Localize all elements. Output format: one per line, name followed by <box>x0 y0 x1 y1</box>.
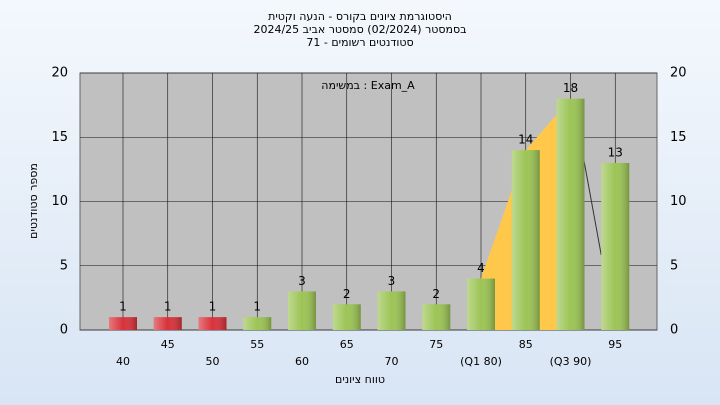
y2-tick-label: 10 <box>670 194 687 209</box>
x-tick-label: 40 <box>116 355 130 368</box>
value-label: 3 <box>388 274 396 288</box>
bar-shade <box>198 317 227 330</box>
value-label: 1 <box>164 300 172 314</box>
value-label: 4 <box>477 261 485 275</box>
bar-shade <box>332 304 361 330</box>
value-label: 1 <box>253 300 261 314</box>
x-axis-label: טווח ציונים <box>335 373 385 386</box>
value-label: 1 <box>209 300 217 314</box>
y-axis-label: מספר סטודנטים <box>27 163 40 239</box>
x-tick-label: 95 <box>608 338 622 351</box>
y-tick-label: 5 <box>60 258 68 273</box>
value-label: 14 <box>518 133 533 147</box>
bar-shade <box>153 317 182 330</box>
title-line: בסמסטר (02/2024) סמסטר אביב 2024/25 <box>253 23 466 36</box>
x-tick-label: 55 <box>250 338 264 351</box>
bar-shade <box>467 278 495 330</box>
value-label: 3 <box>298 274 306 288</box>
x-tick-label: (Q3 90) <box>550 355 592 368</box>
bar-shade <box>556 98 585 330</box>
x-tick-label: 65 <box>340 338 354 351</box>
x-tick-label: 60 <box>295 355 309 368</box>
bar-shade <box>109 317 137 330</box>
x-tick-label: 45 <box>161 338 175 351</box>
bar-shade <box>511 150 540 330</box>
value-label: 13 <box>608 145 623 159</box>
bar-shade <box>243 317 272 330</box>
value-label: 1 <box>119 300 127 314</box>
x-tick-label: 70 <box>385 355 399 368</box>
y-tick-label: 0 <box>60 323 68 338</box>
annotation: במשימה : Exam_A <box>321 79 415 92</box>
y-tick-label: 20 <box>51 66 68 81</box>
bar-shade <box>288 291 316 330</box>
y2-tick-label: 15 <box>670 130 687 145</box>
y2-tick-label: 0 <box>670 323 678 338</box>
x-tick-label: (Q1 80) <box>460 355 502 368</box>
y-tick-label: 10 <box>51 194 68 209</box>
y2-tick-label: 5 <box>670 258 678 273</box>
bar-shade <box>601 162 630 330</box>
y2-tick-label: 20 <box>670 66 687 81</box>
x-tick-label: 50 <box>206 355 220 368</box>
bar-shade <box>377 291 406 330</box>
title-line: היסטוגרמת ציונים בקורס - הנעה וקטית <box>268 10 452 23</box>
value-label: 2 <box>343 287 351 301</box>
y-tick-label: 15 <box>51 130 68 145</box>
bar-shade <box>422 304 451 330</box>
value-label: 2 <box>432 287 440 301</box>
title-line: סטודנטים רשומים - 71 <box>306 36 413 49</box>
x-tick-label: 85 <box>519 338 533 351</box>
value-label: 18 <box>563 81 578 95</box>
x-tick-label: 75 <box>429 338 443 351</box>
